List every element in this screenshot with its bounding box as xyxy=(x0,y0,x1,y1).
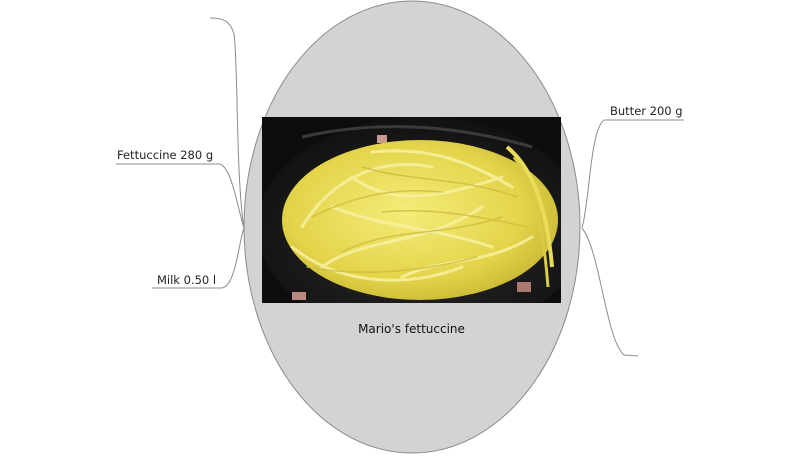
branch-connector-fettuccine xyxy=(116,163,245,229)
branch-label-butter[interactable]: Butter 200 g xyxy=(610,104,683,118)
fettuccine-image xyxy=(262,117,561,303)
branch-connector-butter xyxy=(581,119,684,229)
branch-connector-milk xyxy=(152,227,245,289)
central-node-title: Mario's fettuccine xyxy=(358,322,465,336)
branch-connector-left-top xyxy=(209,17,245,229)
branch-label-fettuccine[interactable]: Fettuccine 280 g xyxy=(117,148,214,162)
branch-label-milk[interactable]: Milk 0.50 l xyxy=(157,273,217,287)
branch-connector-right-bottom xyxy=(581,227,639,357)
dish-photo xyxy=(262,117,561,303)
